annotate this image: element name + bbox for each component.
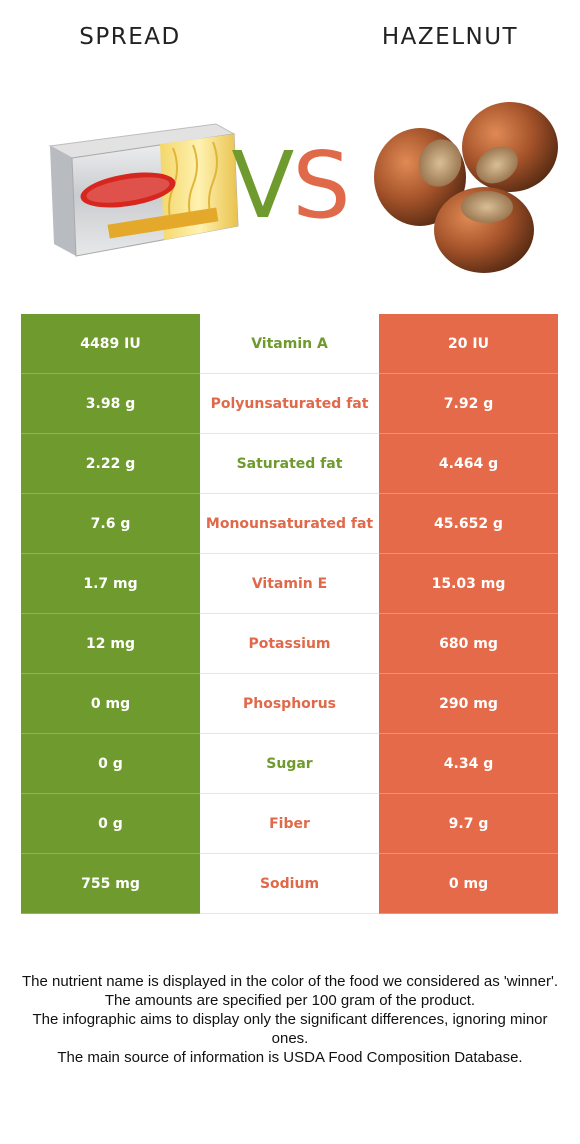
hazelnut-value: 290 mg	[379, 674, 558, 734]
vs-label: VS	[225, 138, 355, 234]
hazelnut-value: 45.652 g	[379, 494, 558, 554]
footer-notes: The nutrient name is displayed in the co…	[0, 972, 580, 1067]
nutrient-name: Vitamin A	[200, 314, 379, 374]
hazelnut-value: 15.03 mg	[379, 554, 558, 614]
footer-line-2: The amounts are specified per 100 gram o…	[104, 992, 476, 1009]
nutrient-name: Saturated fat	[200, 434, 379, 494]
left-food-title: SPREAD	[79, 24, 181, 50]
spread-value: 0 g	[21, 794, 200, 854]
spread-package-image	[48, 123, 239, 257]
hazelnut-image	[374, 102, 558, 273]
nutrient-name: Monounsaturated fat	[200, 494, 379, 554]
table-row: 0 g Sugar 4.34 g	[21, 734, 558, 794]
table-row: 2.22 g Saturated fat 4.464 g	[21, 434, 558, 494]
table-row: 3.98 g Polyunsaturated fat 7.92 g	[21, 374, 558, 434]
spread-value: 7.6 g	[21, 494, 200, 554]
table-row: 12 mg Potassium 680 mg	[21, 614, 558, 674]
spread-value: 3.98 g	[21, 374, 200, 434]
table-row: 0 mg Phosphorus 290 mg	[21, 674, 558, 734]
footer-line-1: The nutrient name is displayed in the co…	[21, 973, 559, 990]
nutrient-name: Polyunsaturated fat	[200, 374, 379, 434]
right-food-title: HAZELNUT	[381, 24, 519, 50]
vs-s-letter: S	[292, 132, 350, 239]
hazelnut-value: 680 mg	[379, 614, 558, 674]
spread-value: 1.7 mg	[21, 554, 200, 614]
nutrient-name: Potassium	[200, 614, 379, 674]
spread-value: 12 mg	[21, 614, 200, 674]
hazelnut-value: 4.464 g	[379, 434, 558, 494]
nutrient-name: Fiber	[200, 794, 379, 854]
table-row: 755 mg Sodium 0 mg	[21, 854, 558, 914]
vs-v-letter: V	[231, 132, 294, 239]
spread-value: 4489 IU	[21, 314, 200, 374]
spread-value: 755 mg	[21, 854, 200, 914]
nutrient-name: Vitamin E	[200, 554, 379, 614]
hazelnut-value: 20 IU	[379, 314, 558, 374]
table-row: 4489 IU Vitamin A 20 IU	[21, 314, 558, 374]
table-row: 0 g Fiber 9.7 g	[21, 794, 558, 854]
spread-value: 2.22 g	[21, 434, 200, 494]
comparison-table: 4489 IU Vitamin A 20 IU 3.98 g Polyunsaturat…	[21, 314, 558, 914]
table-row: 1.7 mg Vitamin E 15.03 mg	[21, 554, 558, 614]
spread-value: 0 g	[21, 734, 200, 794]
hazelnut-value: 0 mg	[379, 854, 558, 914]
nutrient-name: Sugar	[200, 734, 379, 794]
nutrient-name: Sodium	[200, 854, 379, 914]
footer-line-4: The main source of information is USDA F…	[57, 1049, 523, 1066]
hazelnut-value: 4.34 g	[379, 734, 558, 794]
nutrient-name: Phosphorus	[200, 674, 379, 734]
footer-line-3: The infographic aims to display only the…	[32, 1011, 548, 1047]
spread-value: 0 mg	[21, 674, 200, 734]
hazelnut-value: 7.92 g	[379, 374, 558, 434]
hazelnut-value: 9.7 g	[379, 794, 558, 854]
table-row: 7.6 g Monounsaturated fat 45.652 g	[21, 494, 558, 554]
